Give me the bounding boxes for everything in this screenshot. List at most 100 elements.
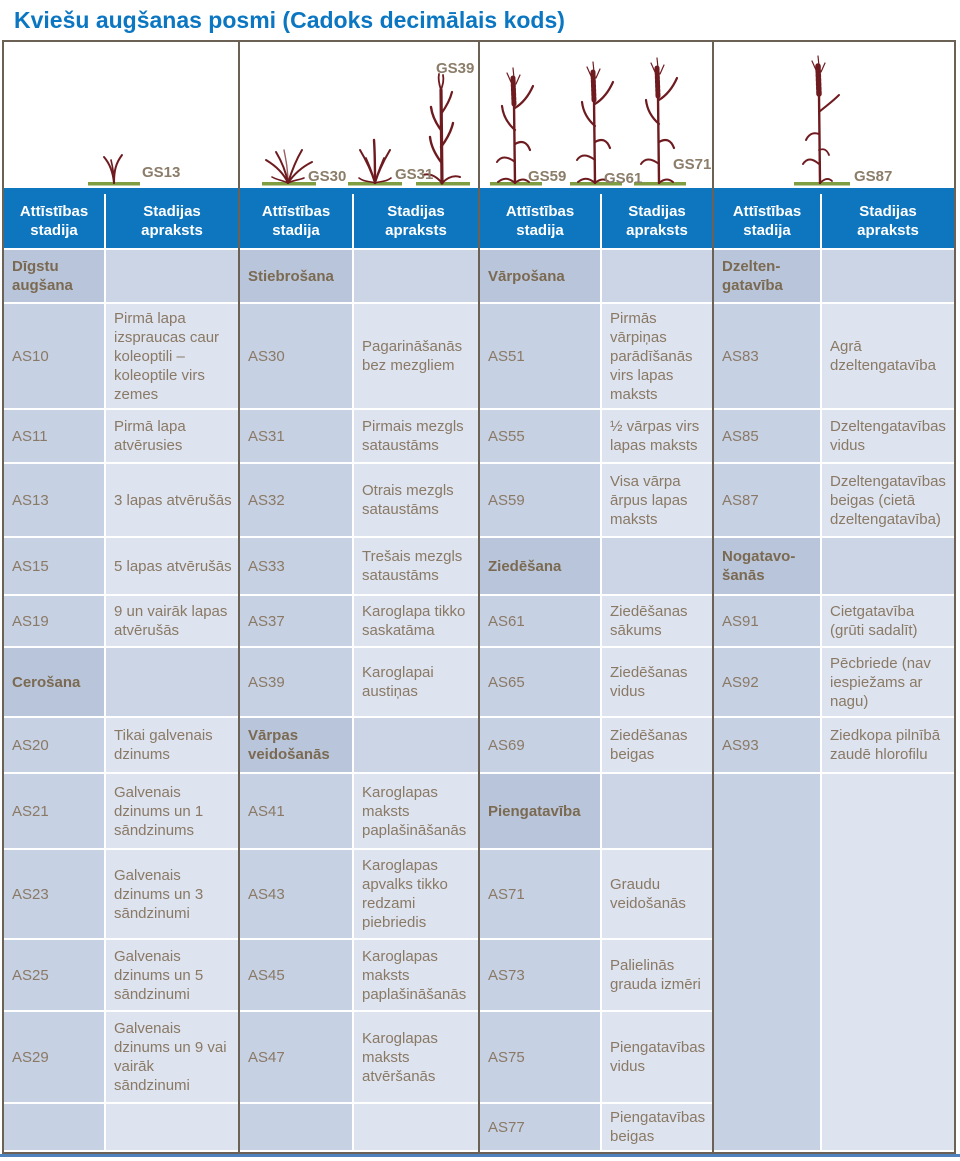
stage-description-cell [822, 774, 954, 848]
column-header-description: Stadijas apraksts [354, 194, 478, 248]
stage-description-cell: Piengatavības beigas [602, 1104, 712, 1150]
column-header-description: Stadijas apraksts [602, 194, 712, 248]
table-row: AS31 Pirmais mezgls sataustāms [240, 410, 478, 462]
stage-label: AS93 [722, 736, 759, 754]
table-row: Vārpas veidošanās [240, 718, 478, 772]
section-header-cell [602, 250, 712, 302]
table-row: AS10 Pirmā lapa izspraucas caur koleoptil… [4, 304, 238, 408]
table-body: Vārpošana AS51 Pirmās vārpiņas parādīšanās… [480, 248, 712, 1152]
section-header-cell [354, 718, 478, 772]
description-text: Dzeltengatavības beigas (cietā dzeltenga… [830, 472, 946, 528]
table-row: Dīgstu augšana [4, 250, 238, 302]
stage-label: AS41 [248, 802, 285, 820]
stage-label: Dzelten-gatavība [722, 258, 783, 294]
stage-description-cell: 5 lapas atvērušās [106, 538, 238, 594]
table-row: AS37 Karoglapa tikko saskatāma [240, 596, 478, 646]
stage-description-cell: Pagarināšanās bez mezgliem [354, 304, 478, 408]
table-row [4, 1104, 238, 1150]
stage-label: AS85 [722, 427, 759, 445]
stage-label: AS51 [488, 347, 525, 365]
stage-code-cell: AS92 [714, 648, 820, 716]
stage-code-cell: AS65 [480, 648, 600, 716]
stage-label: AS10 [12, 347, 49, 365]
table-row: AS73 Palielinās grauda izmēri [480, 940, 712, 1010]
table-row: AS59 Visa vārpa ārpus lapas maksts [480, 464, 712, 536]
column-header-description: Stadijas apraksts [822, 194, 954, 248]
stage-code-cell: AS87 [714, 464, 820, 536]
column-header-stage: Attīstības stadija [240, 194, 352, 248]
table-row: AS41 Karoglapas maksts paplašināšanās [240, 774, 478, 848]
description-text: Otrais mezgls sataustāms [362, 482, 454, 518]
stage-code-cell: AS45 [240, 940, 352, 1010]
stage-label: AS20 [12, 736, 49, 754]
stage-label: AS45 [248, 966, 285, 984]
stage-label: AS31 [248, 427, 285, 445]
table-body: Dīgstu augšana AS10 Pirmā lapa izspraucas … [4, 248, 238, 1152]
stage-code-cell [714, 774, 820, 848]
table-row: AS29 Galvenais dzinums un 9 vai vairāk sā… [4, 1012, 238, 1102]
description-text: Pirmās vārpiņas parādīšanās virs lapas m… [610, 309, 693, 403]
table-row: AS55 ½ vārpas virs lapas maksts [480, 410, 712, 462]
stage-description-cell [822, 938, 954, 1010]
stage-label: Piengatavība [488, 802, 581, 820]
description-text: Graudu veidošanās [610, 876, 686, 912]
table-row: AS30 Pagarināšanās bez mezgliem [240, 304, 478, 408]
stage-label: Dīgstu augšana [12, 258, 73, 294]
gs-label: GS59 [528, 168, 567, 185]
description-text: Galvenais dzinums un 1 sāndzinums [114, 783, 204, 839]
table-row: AS77 Piengatavības beigas [480, 1104, 712, 1150]
table-header-row: Attīstības stadija Stadijas apraksts [714, 194, 954, 248]
table-row: AS43 Karoglapas apvalks tikko redzami pie… [240, 850, 478, 938]
stage-code-cell: AS13 [4, 464, 104, 536]
stage-description-cell: Dzeltengatavības beigas (cietā dzeltenga… [822, 464, 954, 536]
description-text: ½ vārpas virs lapas maksts [610, 418, 700, 454]
growth-stage-illustration: GS87 [714, 42, 954, 194]
stage-label: AS15 [12, 557, 49, 575]
stage-code-cell: AS91 [714, 596, 820, 646]
stage-description-cell: Trešais mezgls sataustāms [354, 538, 478, 594]
stage-code-cell: AS85 [714, 410, 820, 462]
table-row: AS65 Ziedēšanas vidus [480, 648, 712, 716]
description-text: Karoglapai austiņas [362, 664, 434, 700]
stage-code-cell: AS11 [4, 410, 104, 462]
description-text: Pirmā lapa izspraucas caur koleoptili – … [114, 309, 220, 403]
stage-code-cell: AS77 [480, 1104, 600, 1150]
table-row: Cerošana [4, 648, 238, 716]
column-header-stage: Attīstības stadija [4, 194, 104, 248]
stage-label: AS29 [12, 1048, 49, 1066]
description-text: Galvenais dzinums un 9 vai vairāk sāndzi… [114, 1020, 227, 1094]
growth-stage-illustration: GS59 GS61 GS71 [480, 42, 712, 194]
description-text: Piengatavības vidus [610, 1039, 706, 1075]
ground-line [262, 182, 316, 186]
stage-description-cell: Galvenais dzinums un 3 sāndzinumi [106, 850, 238, 938]
stage-description-cell [106, 1104, 238, 1150]
description-text: Karoglapa tikko saskatāma [362, 603, 466, 639]
stage-description-cell [354, 1104, 478, 1150]
wheat-plant-illustration [262, 73, 470, 186]
stage-label: Ziedēšana [488, 557, 562, 575]
table-row: AS93 Ziedkopa pilnībā zaudē hlorofilu [714, 718, 954, 772]
stage-label: AS23 [12, 885, 49, 903]
stage-label: AS65 [488, 673, 525, 691]
stage-code-cell: AS20 [4, 718, 104, 772]
section-header-cell [822, 538, 954, 594]
stage-label: AS91 [722, 612, 759, 630]
stage-code-cell: AS83 [714, 304, 820, 408]
stage-description-cell: Pēcbriede (nav iespiežams ar nagu) [822, 648, 954, 716]
description-text: Karoglapas maksts paplašināšanās [362, 947, 467, 1003]
description-text: Galvenais dzinums un 3 sāndzinumi [114, 866, 204, 922]
stage-code-cell: AS75 [480, 1012, 600, 1102]
table-body: Stiebrošana AS30 Pagarināšanās bez mezglie… [240, 248, 478, 1152]
stage-label: AS13 [12, 491, 49, 509]
stage-code-cell: AS30 [240, 304, 352, 408]
description-text: Ziedēšanas sākums [610, 603, 688, 639]
stage-code-cell [4, 1104, 104, 1150]
table-row: AS61 Ziedēšanas sākums [480, 596, 712, 646]
column-header-stage: Attīstības stadija [714, 194, 820, 248]
stage-label: AS69 [488, 736, 525, 754]
table-row: Vārpošana [480, 250, 712, 302]
table-row: AS83 Agrā dzeltengatavība [714, 304, 954, 408]
table-row: AS47 Karoglapas maksts atvēršanās [240, 1012, 478, 1102]
description-text: Ziedēšanas vidus [610, 664, 688, 700]
stage-label: AS30 [248, 347, 285, 365]
